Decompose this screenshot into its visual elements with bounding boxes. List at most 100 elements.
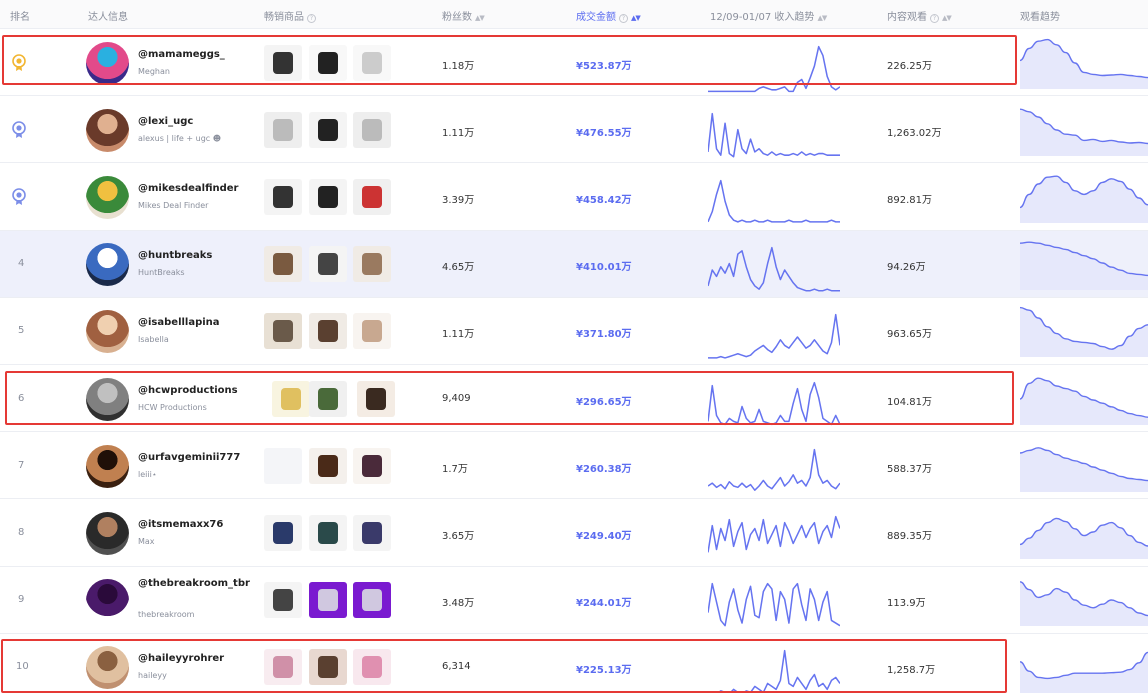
product-thumbnail[interactable] (353, 514, 391, 551)
product-thumbnail[interactable] (264, 514, 302, 551)
creator-handle[interactable]: @hcwproductions (138, 384, 238, 396)
avatar[interactable] (86, 108, 129, 152)
avatar[interactable] (86, 444, 129, 488)
table-header: 排名 达人信息 畅销商品? 粉丝数 ▲▼ 成交金额? ▲▼ 12/09-01/07 … (0, 0, 1148, 29)
product-thumbnail[interactable] (353, 313, 391, 350)
product-thumbnail[interactable] (353, 447, 391, 484)
sort-icon[interactable]: ▲▼ (631, 14, 641, 22)
creator-handle[interactable]: @mikesdealfinder (138, 182, 239, 194)
product-thumbnail[interactable] (309, 380, 347, 417)
table-row[interactable]: 1 @mamameggs_ Meghan 1.18万 ¥523.87万 226.… (0, 29, 1148, 97)
product-thumbnail[interactable] (353, 582, 391, 619)
avatar[interactable] (86, 511, 129, 555)
header-creator: 达人信息 (88, 12, 128, 23)
income-trend-sparkline[interactable] (708, 44, 840, 94)
product-thumbnail[interactable] (309, 649, 347, 686)
income-trend-sparkline[interactable] (708, 447, 840, 497)
creator-handle[interactable]: @thebreakroom_tbr (138, 578, 250, 590)
avatar[interactable] (86, 646, 129, 690)
creator-handle[interactable]: @huntbreaks (138, 250, 213, 262)
income-trend-sparkline[interactable] (708, 111, 840, 161)
views-trend-chart[interactable] (1020, 373, 1148, 425)
product-thumbnail[interactable] (309, 178, 347, 215)
table-row[interactable]: 8 @itsmemaxx76 Max 3.65万 ¥249.40万 889.35… (0, 499, 1148, 567)
product-thumbnail[interactable] (309, 514, 347, 551)
help-icon[interactable]: ? (619, 14, 628, 23)
product-thumbnail[interactable] (353, 44, 391, 81)
income-trend-sparkline[interactable] (708, 380, 840, 430)
product-thumbnail[interactable] (357, 380, 395, 417)
table-row[interactable]: 2 @lexi_ugc alexus | life + ugc ☻ 1.11万 … (0, 96, 1148, 164)
product-thumbnail[interactable] (264, 313, 302, 350)
table-row[interactable]: 9 @thebreakroom_tbr thebreakroom 3.48万 ¥… (0, 566, 1148, 634)
views-trend-chart[interactable] (1020, 641, 1148, 693)
income-trend-sparkline[interactable] (708, 581, 840, 631)
creator-handle[interactable]: @mamameggs_ (138, 48, 225, 60)
product-thumbnail[interactable] (353, 246, 391, 283)
fans-count: 3.48万 (442, 598, 475, 610)
product-thumbnail[interactable] (309, 246, 347, 283)
income-trend-sparkline[interactable] (708, 514, 840, 564)
creator-handle[interactable]: @isabelllapina (138, 317, 220, 329)
product-thumbnail[interactable] (264, 447, 302, 484)
product-thumbnail[interactable] (309, 447, 347, 484)
avatar[interactable] (86, 41, 129, 85)
creator-handle[interactable]: @urfavgeminii777 (138, 451, 241, 463)
views-trend-chart[interactable] (1020, 507, 1148, 559)
gmv-amount: ¥371.80万 (576, 329, 632, 341)
table-row[interactable]: 10 @haileyyrohrer haileyy 6,314 ¥225.13万… (0, 633, 1148, 693)
product-thumbnail[interactable] (264, 178, 302, 215)
avatar[interactable] (86, 243, 129, 287)
fans-count: 1.7万 (442, 463, 468, 475)
table-row[interactable]: 6 @hcwproductions HCW Productions 9,409 … (0, 365, 1148, 433)
avatar[interactable] (86, 377, 129, 421)
sort-icon[interactable]: ▲▼ (475, 14, 485, 22)
income-trend-sparkline[interactable] (708, 178, 840, 228)
product-thumbnail[interactable] (264, 582, 302, 619)
creator-handle[interactable]: @haileyyrohrer (138, 653, 225, 665)
gmv-amount: ¥225.13万 (576, 665, 632, 677)
product-thumbnail[interactable] (309, 111, 347, 148)
product-thumbnail[interactable] (309, 582, 347, 619)
views-trend-chart[interactable] (1020, 37, 1148, 89)
header-income-trend[interactable]: 12/09-01/07 收入趋势 ▲▼ (710, 12, 827, 23)
table-row[interactable]: 3 @mikesdealfinder Mikes Deal Finder 3.3… (0, 163, 1148, 231)
avatar[interactable] (86, 310, 129, 354)
views-trend-chart[interactable] (1020, 238, 1148, 291)
views-trend-chart[interactable] (1020, 574, 1148, 627)
views-trend-chart[interactable] (1020, 305, 1148, 358)
product-thumbnail[interactable] (264, 111, 302, 148)
product-thumbnail[interactable] (264, 649, 302, 686)
product-thumbnail[interactable] (272, 380, 310, 417)
table-row[interactable]: 7 @urfavgeminii777 leiii⋆ 1.7万 ¥260.38万 … (0, 432, 1148, 500)
creator-handle[interactable]: @itsmemaxx76 (138, 518, 224, 530)
rank-medal-icon (12, 120, 26, 138)
header-views[interactable]: 内容观看? ▲▼ (887, 12, 952, 23)
income-trend-sparkline[interactable] (708, 245, 840, 295)
product-thumbnail[interactable] (264, 246, 302, 283)
product-thumbnail[interactable] (353, 111, 391, 148)
product-thumbnail[interactable] (353, 178, 391, 215)
header-fans[interactable]: 粉丝数 ▲▼ (442, 12, 485, 23)
product-thumbnail[interactable] (309, 313, 347, 350)
creator-handle[interactable]: @lexi_ugc (138, 115, 194, 127)
views-trend-chart[interactable] (1020, 440, 1148, 492)
table-row[interactable]: 4 @huntbreaks HuntBreaks 4.65万 ¥410.01万 … (0, 230, 1148, 298)
avatar[interactable] (86, 579, 129, 623)
help-icon[interactable]: ? (307, 14, 316, 23)
product-thumbnail[interactable] (353, 649, 391, 686)
income-trend-sparkline[interactable] (708, 312, 840, 362)
header-gmv[interactable]: 成交金额? ▲▼ (576, 12, 641, 23)
views-trend-chart[interactable] (1020, 171, 1148, 223)
help-icon[interactable]: ? (930, 14, 939, 23)
avatar[interactable] (86, 175, 129, 219)
table-row[interactable]: 5 @isabelllapina Isabella 1.11万 ¥371.80万… (0, 297, 1148, 365)
product-thumbnail[interactable] (264, 44, 302, 81)
creator-display-name: thebreakroom (138, 610, 195, 620)
sort-icon[interactable]: ▲▼ (817, 14, 827, 22)
product-thumbnail[interactable] (309, 44, 347, 81)
income-trend-sparkline[interactable] (708, 648, 840, 693)
gmv-amount: ¥244.01万 (576, 598, 632, 610)
sort-icon[interactable]: ▲▼ (942, 14, 952, 22)
views-trend-chart[interactable] (1020, 104, 1148, 156)
